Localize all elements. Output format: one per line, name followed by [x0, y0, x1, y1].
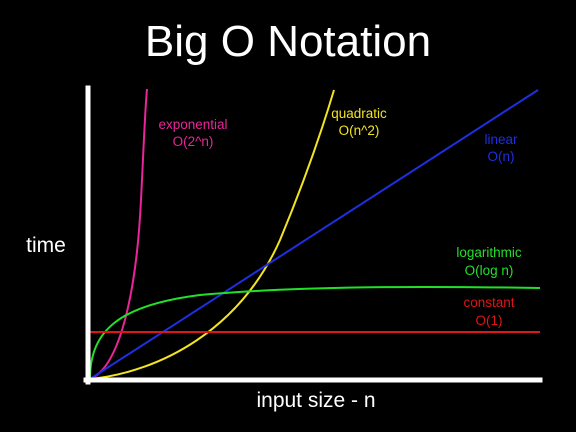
series-labels-group: exponential O(2^n) quadratic O(n^2) linear O(…	[158, 106, 521, 328]
chart-title: Big O Notation	[145, 17, 431, 66]
curves-group	[89, 88, 541, 380]
quadratic-curve	[89, 89, 335, 380]
logarithmic-label-notation: O(log n)	[465, 263, 514, 278]
constant-label-notation: O(1)	[476, 313, 503, 328]
exponential-label-notation: O(2^n)	[173, 134, 214, 149]
exponential-label-name: exponential	[158, 117, 227, 132]
exponential-curve	[89, 88, 148, 380]
x-axis-label: input size - n	[256, 389, 375, 412]
linear-label-notation: O(n)	[488, 149, 515, 164]
y-axis-label: time	[26, 234, 66, 257]
linear-curve	[89, 89, 539, 380]
quadratic-label-notation: O(n^2)	[339, 123, 380, 138]
linear-label-name: linear	[484, 132, 518, 147]
logarithmic-label-name: logarithmic	[456, 245, 522, 260]
quadratic-label-name: quadratic	[331, 106, 387, 121]
constant-label-name: constant	[463, 295, 514, 310]
